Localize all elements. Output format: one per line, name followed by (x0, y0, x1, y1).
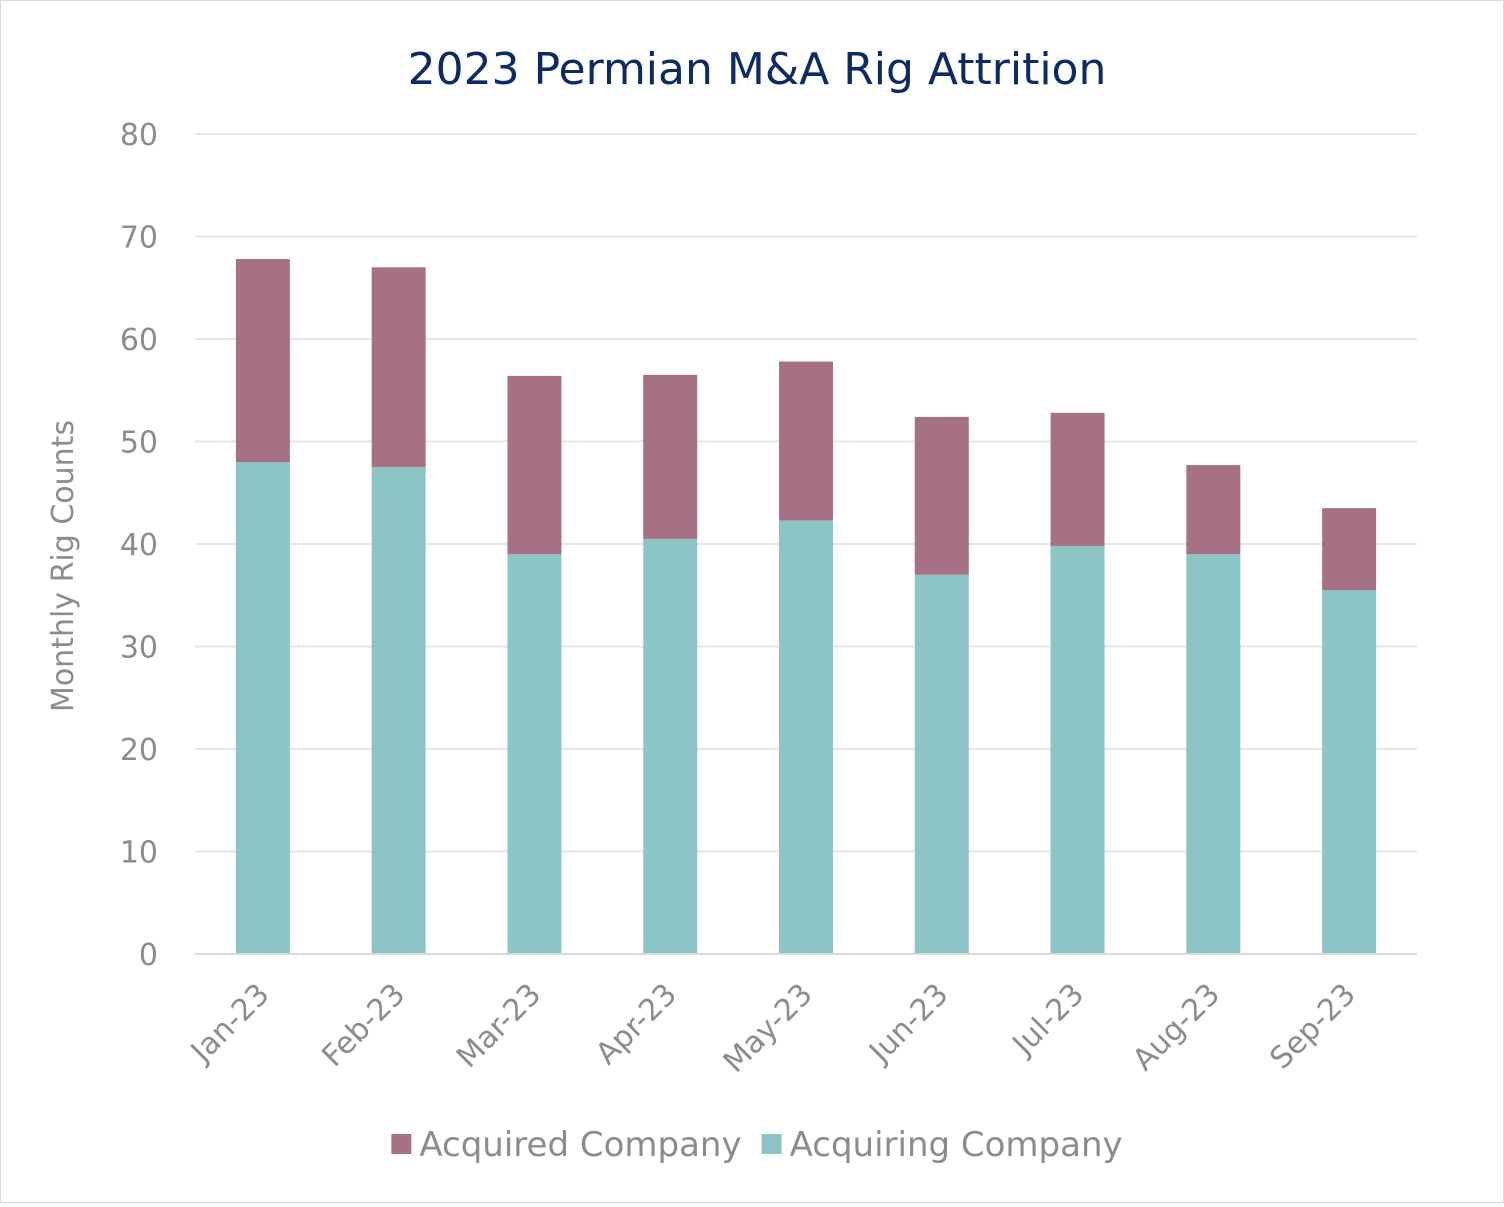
y-tick-label: 60 (120, 323, 158, 358)
chart-title: 2023 Permian M&A Rig Attrition (408, 44, 1107, 95)
bar-acquired-company (914, 416, 969, 575)
bar-acquired-company (643, 374, 698, 539)
bar-acquiring-company (235, 462, 290, 954)
x-tick-label: Sep-23 (1263, 977, 1362, 1076)
y-tick-label: 20 (120, 733, 158, 768)
bar-acquiring-company (1322, 590, 1377, 954)
y-tick-label: 0 (139, 938, 158, 973)
bar-acquiring-company (371, 467, 426, 954)
bar-acquiring-company (914, 574, 969, 954)
x-tick-label: Jul-23 (1005, 977, 1091, 1063)
bar-acquired-company (779, 361, 833, 521)
y-tick-label: 80 (120, 118, 158, 153)
y-tick-label: 40 (120, 528, 158, 563)
x-tick-label: May-23 (717, 977, 820, 1080)
bar-acquired-company (1322, 508, 1377, 591)
x-tick-label: Apr-23 (589, 977, 684, 1072)
bars (235, 259, 1377, 954)
bar-acquired-company (507, 375, 562, 555)
bar-acquired-company (371, 267, 426, 468)
legend-item: Acquired Company (391, 1125, 742, 1165)
x-tick-label: Feb-23 (315, 977, 412, 1074)
y-tick-label: 30 (120, 631, 158, 666)
legend-label: Acquired Company (419, 1125, 741, 1165)
y-tick-label: 70 (120, 221, 158, 256)
x-tick-label: Aug-23 (1126, 977, 1227, 1078)
x-tick-label: Jun-23 (861, 977, 955, 1071)
bar-acquiring-company (507, 554, 562, 954)
bar-acquiring-company (1050, 546, 1105, 954)
legend-swatch (391, 1134, 412, 1154)
x-tick-label: Jan-23 (183, 977, 277, 1071)
x-tick-label: Mar-23 (450, 977, 548, 1075)
bar-acquiring-company (779, 520, 833, 954)
bar-acquired-company (235, 259, 290, 462)
y-tick-label: 50 (120, 426, 158, 461)
y-axis-label: Monthly Rig Counts (46, 420, 81, 712)
legend: Acquired Company Acquiring Company (391, 1125, 1123, 1165)
bar-acquired-company (1186, 465, 1241, 555)
legend-label: Acquiring Company (790, 1125, 1123, 1165)
bar-acquiring-company (1186, 554, 1241, 954)
legend-item: Acquiring Company (761, 1125, 1123, 1165)
legend-swatch (761, 1134, 782, 1154)
bar-acquiring-company (643, 538, 698, 954)
bar-acquired-company (1050, 412, 1105, 547)
y-tick-label: 10 (120, 836, 158, 871)
